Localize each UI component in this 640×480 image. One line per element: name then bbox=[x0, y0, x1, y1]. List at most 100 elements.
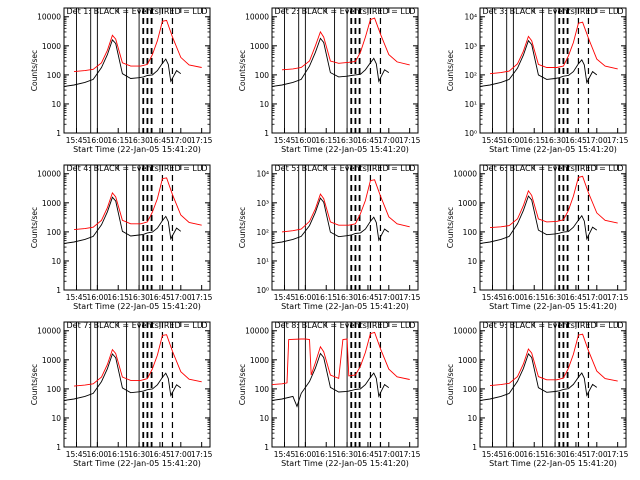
x-tick-label: 16:30 bbox=[128, 293, 150, 302]
y-tick-label: 1 bbox=[56, 129, 61, 138]
x-tick-label: 16:00 bbox=[503, 293, 525, 302]
y-tick-label: 100 bbox=[47, 385, 62, 394]
x-tick-label: 17:00 bbox=[378, 450, 400, 459]
x-tick-label: 16:45 bbox=[565, 136, 587, 145]
y-tick-label: 1 bbox=[264, 129, 269, 138]
x-tick-label: 16:45 bbox=[565, 450, 587, 459]
y-axis-label: Counts/sec bbox=[446, 50, 455, 91]
y-tick-label: 10000 bbox=[245, 327, 269, 336]
x-tick-label: 16:30 bbox=[336, 450, 358, 459]
panel-1: 1 10 100 1000 10000 15:45 16:00 16:15 16:30 16:45… bbox=[30, 7, 213, 154]
series-lld-line bbox=[281, 179, 410, 233]
y-tick-label: 100 bbox=[255, 71, 270, 80]
y-tick-label: 100 bbox=[255, 385, 270, 394]
y-tick-label: 10³ bbox=[256, 199, 269, 208]
y-tick-label: 1000 bbox=[458, 199, 477, 208]
x-tick-label: 17:15 bbox=[191, 293, 213, 302]
y-axis-label: Counts/sec bbox=[238, 364, 247, 405]
series-events-line bbox=[63, 39, 182, 87]
y-tick-label: 10 bbox=[51, 257, 61, 266]
x-tick-label: 15:45 bbox=[274, 136, 296, 145]
x-tick-label: 16:00 bbox=[295, 450, 317, 459]
y-axis-label: Counts/sec bbox=[30, 364, 39, 405]
plot-frame bbox=[479, 321, 627, 448]
x-tick-label: 15:45 bbox=[66, 293, 88, 302]
panel-title: Det 3: BLACK = Events, RED = LLD bbox=[483, 7, 624, 16]
y-axis-label: Counts/sec bbox=[30, 50, 39, 91]
panel-7: 1 10 100 1000 10000 15:45 16:00 16:15 16:30 16:45… bbox=[30, 321, 213, 468]
y-tick-label: 10 bbox=[259, 414, 269, 423]
panel-title: Det 5: BLACK = Events, RED = LLD bbox=[275, 164, 416, 173]
y-tick-label: 1000 bbox=[42, 42, 61, 51]
series-lld-line bbox=[489, 21, 618, 75]
series-lld-line bbox=[271, 331, 410, 386]
plot-frame bbox=[63, 7, 211, 134]
y-tick-label: 10¹ bbox=[256, 257, 269, 266]
series-events-line bbox=[479, 353, 598, 401]
y-tick-label: 10² bbox=[256, 228, 269, 237]
y-tick-label: 10 bbox=[51, 100, 61, 109]
x-tick-label: 16:15 bbox=[315, 293, 337, 302]
panel-9: 1 10 100 1000 10000 15:45 16:00 16:15 16:30 16:45… bbox=[446, 321, 629, 468]
series-events-line bbox=[271, 352, 390, 408]
x-tick-label: 17:00 bbox=[586, 136, 608, 145]
y-tick-label: 10 bbox=[259, 100, 269, 109]
series-events-line bbox=[479, 195, 598, 244]
y-axis-label: Counts/sec bbox=[238, 207, 247, 248]
y-tick-label: 1000 bbox=[42, 199, 61, 208]
y-tick-label: 10000 bbox=[453, 170, 477, 179]
plot-frame bbox=[63, 164, 211, 291]
y-axis-label: Counts/sec bbox=[238, 50, 247, 91]
x-tick-label: 17:00 bbox=[170, 136, 192, 145]
plot-frame bbox=[63, 321, 211, 448]
x-axis-label: Start Time (22-Jan-05 15:41:20) bbox=[73, 459, 201, 468]
x-axis-label: Start Time (22-Jan-05 15:41:20) bbox=[73, 145, 201, 154]
panel-5: 10⁰ 10¹ 10² 10³ 10⁴ 15:45 16:00 16:15 16:30 16:45… bbox=[238, 164, 421, 311]
x-tick-label: 16:45 bbox=[357, 136, 379, 145]
x-tick-label: 16:15 bbox=[107, 293, 129, 302]
y-tick-label: 10² bbox=[464, 71, 477, 80]
series-events-line bbox=[63, 353, 182, 401]
x-tick-label: 16:45 bbox=[149, 293, 171, 302]
x-axis-label: Start Time (22-Jan-05 15:41:20) bbox=[281, 145, 409, 154]
y-axis-label: Counts/sec bbox=[30, 207, 39, 248]
series-events-line bbox=[271, 197, 390, 244]
panel-title: Det 7: BLACK = Events, RED = LLD bbox=[67, 321, 208, 330]
y-tick-label: 1000 bbox=[250, 356, 269, 365]
y-tick-label: 10 bbox=[467, 257, 477, 266]
y-tick-label: 10000 bbox=[37, 170, 61, 179]
x-tick-label: 16:30 bbox=[128, 136, 150, 145]
x-tick-label: 16:15 bbox=[315, 450, 337, 459]
plot-frame bbox=[271, 321, 419, 448]
x-tick-label: 16:15 bbox=[107, 136, 129, 145]
x-tick-label: 15:45 bbox=[66, 450, 88, 459]
panel-title: Det 9: BLACK = Events, RED = LLD bbox=[483, 321, 624, 330]
y-tick-label: 10 bbox=[467, 414, 477, 423]
x-tick-label: 17:15 bbox=[399, 136, 421, 145]
y-tick-label: 10000 bbox=[37, 13, 61, 22]
panel-3: 10⁰ 10¹ 10² 10³ 10⁴ 15:45 16:00 16:15 16:30 16:45… bbox=[446, 7, 629, 154]
x-tick-label: 16:15 bbox=[523, 450, 545, 459]
y-tick-label: 1000 bbox=[42, 356, 61, 365]
x-tick-label: 17:15 bbox=[399, 293, 421, 302]
x-tick-label: 16:15 bbox=[315, 136, 337, 145]
x-axis-label: Start Time (22-Jan-05 15:41:20) bbox=[73, 302, 201, 311]
x-tick-label: 16:45 bbox=[357, 450, 379, 459]
y-tick-label: 1000 bbox=[458, 356, 477, 365]
series-lld-line bbox=[73, 177, 202, 231]
x-tick-label: 16:00 bbox=[503, 136, 525, 145]
plot-frame bbox=[271, 164, 419, 291]
x-tick-label: 17:15 bbox=[191, 136, 213, 145]
y-tick-label: 1000 bbox=[250, 42, 269, 51]
x-tick-label: 15:45 bbox=[482, 293, 504, 302]
x-tick-label: 16:00 bbox=[87, 293, 109, 302]
panel-title: Det 1: BLACK = Events, RED = LLD bbox=[67, 7, 208, 16]
x-tick-label: 16:15 bbox=[523, 293, 545, 302]
x-tick-label: 16:30 bbox=[128, 450, 150, 459]
y-tick-label: 1 bbox=[264, 443, 269, 452]
y-tick-label: 10⁰ bbox=[256, 286, 269, 295]
series-lld-line bbox=[73, 334, 202, 387]
x-tick-label: 17:15 bbox=[399, 450, 421, 459]
x-tick-label: 17:15 bbox=[607, 450, 629, 459]
